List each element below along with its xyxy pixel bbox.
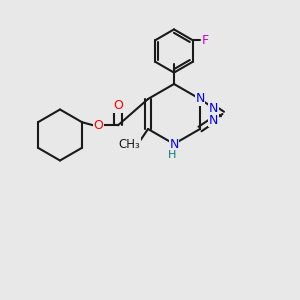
Text: O: O xyxy=(113,99,123,112)
Text: N: N xyxy=(209,113,218,127)
Text: F: F xyxy=(202,34,209,47)
Text: H: H xyxy=(168,150,177,161)
Text: N: N xyxy=(195,92,205,106)
Text: N: N xyxy=(169,137,179,151)
Text: O: O xyxy=(94,119,103,132)
Text: N: N xyxy=(209,101,218,115)
Text: CH₃: CH₃ xyxy=(118,137,140,151)
